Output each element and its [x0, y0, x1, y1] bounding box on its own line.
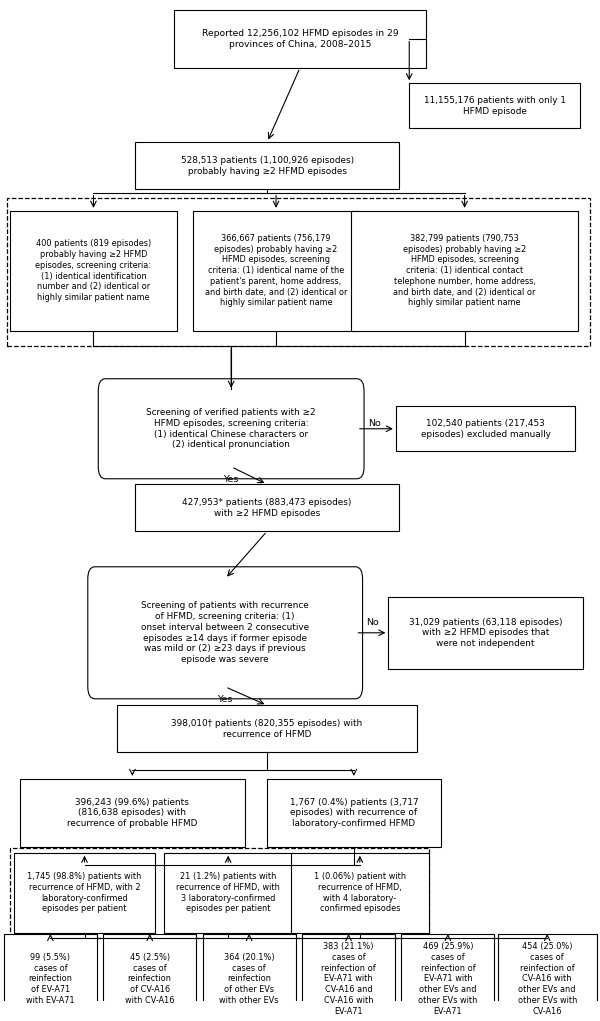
Text: Screening of patients with recurrence
of HFMD, screening criteria: (1)
onset int: Screening of patients with recurrence of… [141, 601, 309, 665]
FancyBboxPatch shape [88, 567, 362, 698]
Text: 366,667 patients (756,179
episodes) probably having ≥2
HFMD episodes, screening
: 366,667 patients (756,179 episodes) prob… [205, 234, 347, 307]
FancyBboxPatch shape [164, 853, 293, 933]
Text: 99 (5.5%)
cases of
reinfection
of EV-A71
with EV-A71: 99 (5.5%) cases of reinfection of EV-A71… [26, 953, 74, 1005]
Text: 11,155,176 patients with only 1
HFMD episode: 11,155,176 patients with only 1 HFMD epi… [424, 96, 566, 115]
Text: 102,540 patients (217,453
episodes) excluded manually: 102,540 patients (217,453 episodes) excl… [421, 419, 551, 439]
FancyBboxPatch shape [4, 934, 97, 1021]
Text: Screening of verified patients with ≥2
HFMD episodes, screening criteria:
(1) id: Screening of verified patients with ≥2 H… [146, 408, 316, 449]
Text: 383 (21.1%)
cases of
reinfection of
EV-A71 with
CV-A16 and
CV-A16 with
EV-A71: 383 (21.1%) cases of reinfection of EV-A… [321, 942, 376, 1016]
Text: 427,953* patients (883,473 episodes)
with ≥2 HFMD episodes: 427,953* patients (883,473 episodes) wit… [182, 498, 352, 518]
Text: 382,799 patients (790,753
episodes) probably having ≥2
HFMD episodes, screening
: 382,799 patients (790,753 episodes) prob… [394, 234, 536, 307]
FancyBboxPatch shape [136, 484, 399, 531]
FancyBboxPatch shape [302, 934, 395, 1021]
FancyBboxPatch shape [98, 379, 364, 479]
FancyBboxPatch shape [174, 9, 426, 67]
FancyBboxPatch shape [498, 934, 596, 1021]
FancyBboxPatch shape [136, 142, 399, 189]
FancyBboxPatch shape [267, 779, 440, 846]
Text: Yes: Yes [223, 475, 239, 484]
Text: 45 (2.5%)
cases of
reinfection
of CV-A16
with CV-A16: 45 (2.5%) cases of reinfection of CV-A16… [125, 953, 175, 1005]
Text: Yes: Yes [217, 695, 233, 704]
Text: 469 (25.9%)
cases of
reinfection of
EV-A71 with
other EVs and
other EVs with
EV-: 469 (25.9%) cases of reinfection of EV-A… [418, 942, 478, 1016]
FancyBboxPatch shape [14, 853, 155, 933]
Text: 528,513 patients (1,100,926 episodes)
probably having ≥2 HFMD episodes: 528,513 patients (1,100,926 episodes) pr… [181, 156, 353, 176]
Text: 21 (1.2%) patients with
recurrence of HFMD, with
3 laboratory-confirmed
episodes: 21 (1.2%) patients with recurrence of HF… [176, 872, 280, 914]
FancyBboxPatch shape [401, 934, 494, 1021]
FancyBboxPatch shape [20, 779, 245, 846]
FancyBboxPatch shape [388, 597, 583, 669]
Text: Reported 12,256,102 HFMD episodes in 29
provinces of China, 2008–2015: Reported 12,256,102 HFMD episodes in 29 … [202, 29, 398, 49]
Text: 454 (25.0%)
cases of
reinfection of
CV-A16 with
other EVs and
other EVs with
CV-: 454 (25.0%) cases of reinfection of CV-A… [518, 942, 577, 1016]
FancyBboxPatch shape [351, 210, 578, 331]
Text: 400 patients (819 episodes)
probably having ≥2 HFMD
episodes, screening criteria: 400 patients (819 episodes) probably hav… [35, 239, 151, 302]
FancyBboxPatch shape [118, 706, 417, 752]
FancyBboxPatch shape [10, 210, 176, 331]
Text: 1 (0.06%) patient with
recurrence of HFMD,
with 4 laboratory-
confirmed episodes: 1 (0.06%) patient with recurrence of HFM… [314, 872, 406, 914]
Text: 398,010† patients (820,355 episodes) with
recurrence of HFMD: 398,010† patients (820,355 episodes) wit… [172, 719, 363, 738]
FancyBboxPatch shape [103, 934, 196, 1021]
Text: 31,029 patients (63,118 episodes)
with ≥2 HFMD episodes that
were not independen: 31,029 patients (63,118 episodes) with ≥… [409, 618, 562, 648]
FancyBboxPatch shape [409, 83, 580, 129]
Text: No: No [366, 619, 379, 627]
Text: 364 (20.1%)
cases of
reinfection
of other EVs
with other EVs: 364 (20.1%) cases of reinfection of othe… [220, 953, 279, 1005]
Text: 1,767 (0.4%) patients (3,717
episodes) with recurrence of
laboratory-confirmed H: 1,767 (0.4%) patients (3,717 episodes) w… [290, 797, 418, 828]
FancyBboxPatch shape [396, 406, 575, 451]
Text: 1,745 (98.8%) patients with
recurrence of HFMD, with 2
laboratory-confirmed
epis: 1,745 (98.8%) patients with recurrence o… [28, 872, 142, 914]
FancyBboxPatch shape [291, 853, 429, 933]
FancyBboxPatch shape [203, 934, 296, 1021]
FancyBboxPatch shape [193, 210, 359, 331]
Text: No: No [368, 420, 380, 428]
Text: 396,243 (99.6%) patients
(816,638 episodes) with
recurrence of probable HFMD: 396,243 (99.6%) patients (816,638 episod… [67, 797, 197, 828]
